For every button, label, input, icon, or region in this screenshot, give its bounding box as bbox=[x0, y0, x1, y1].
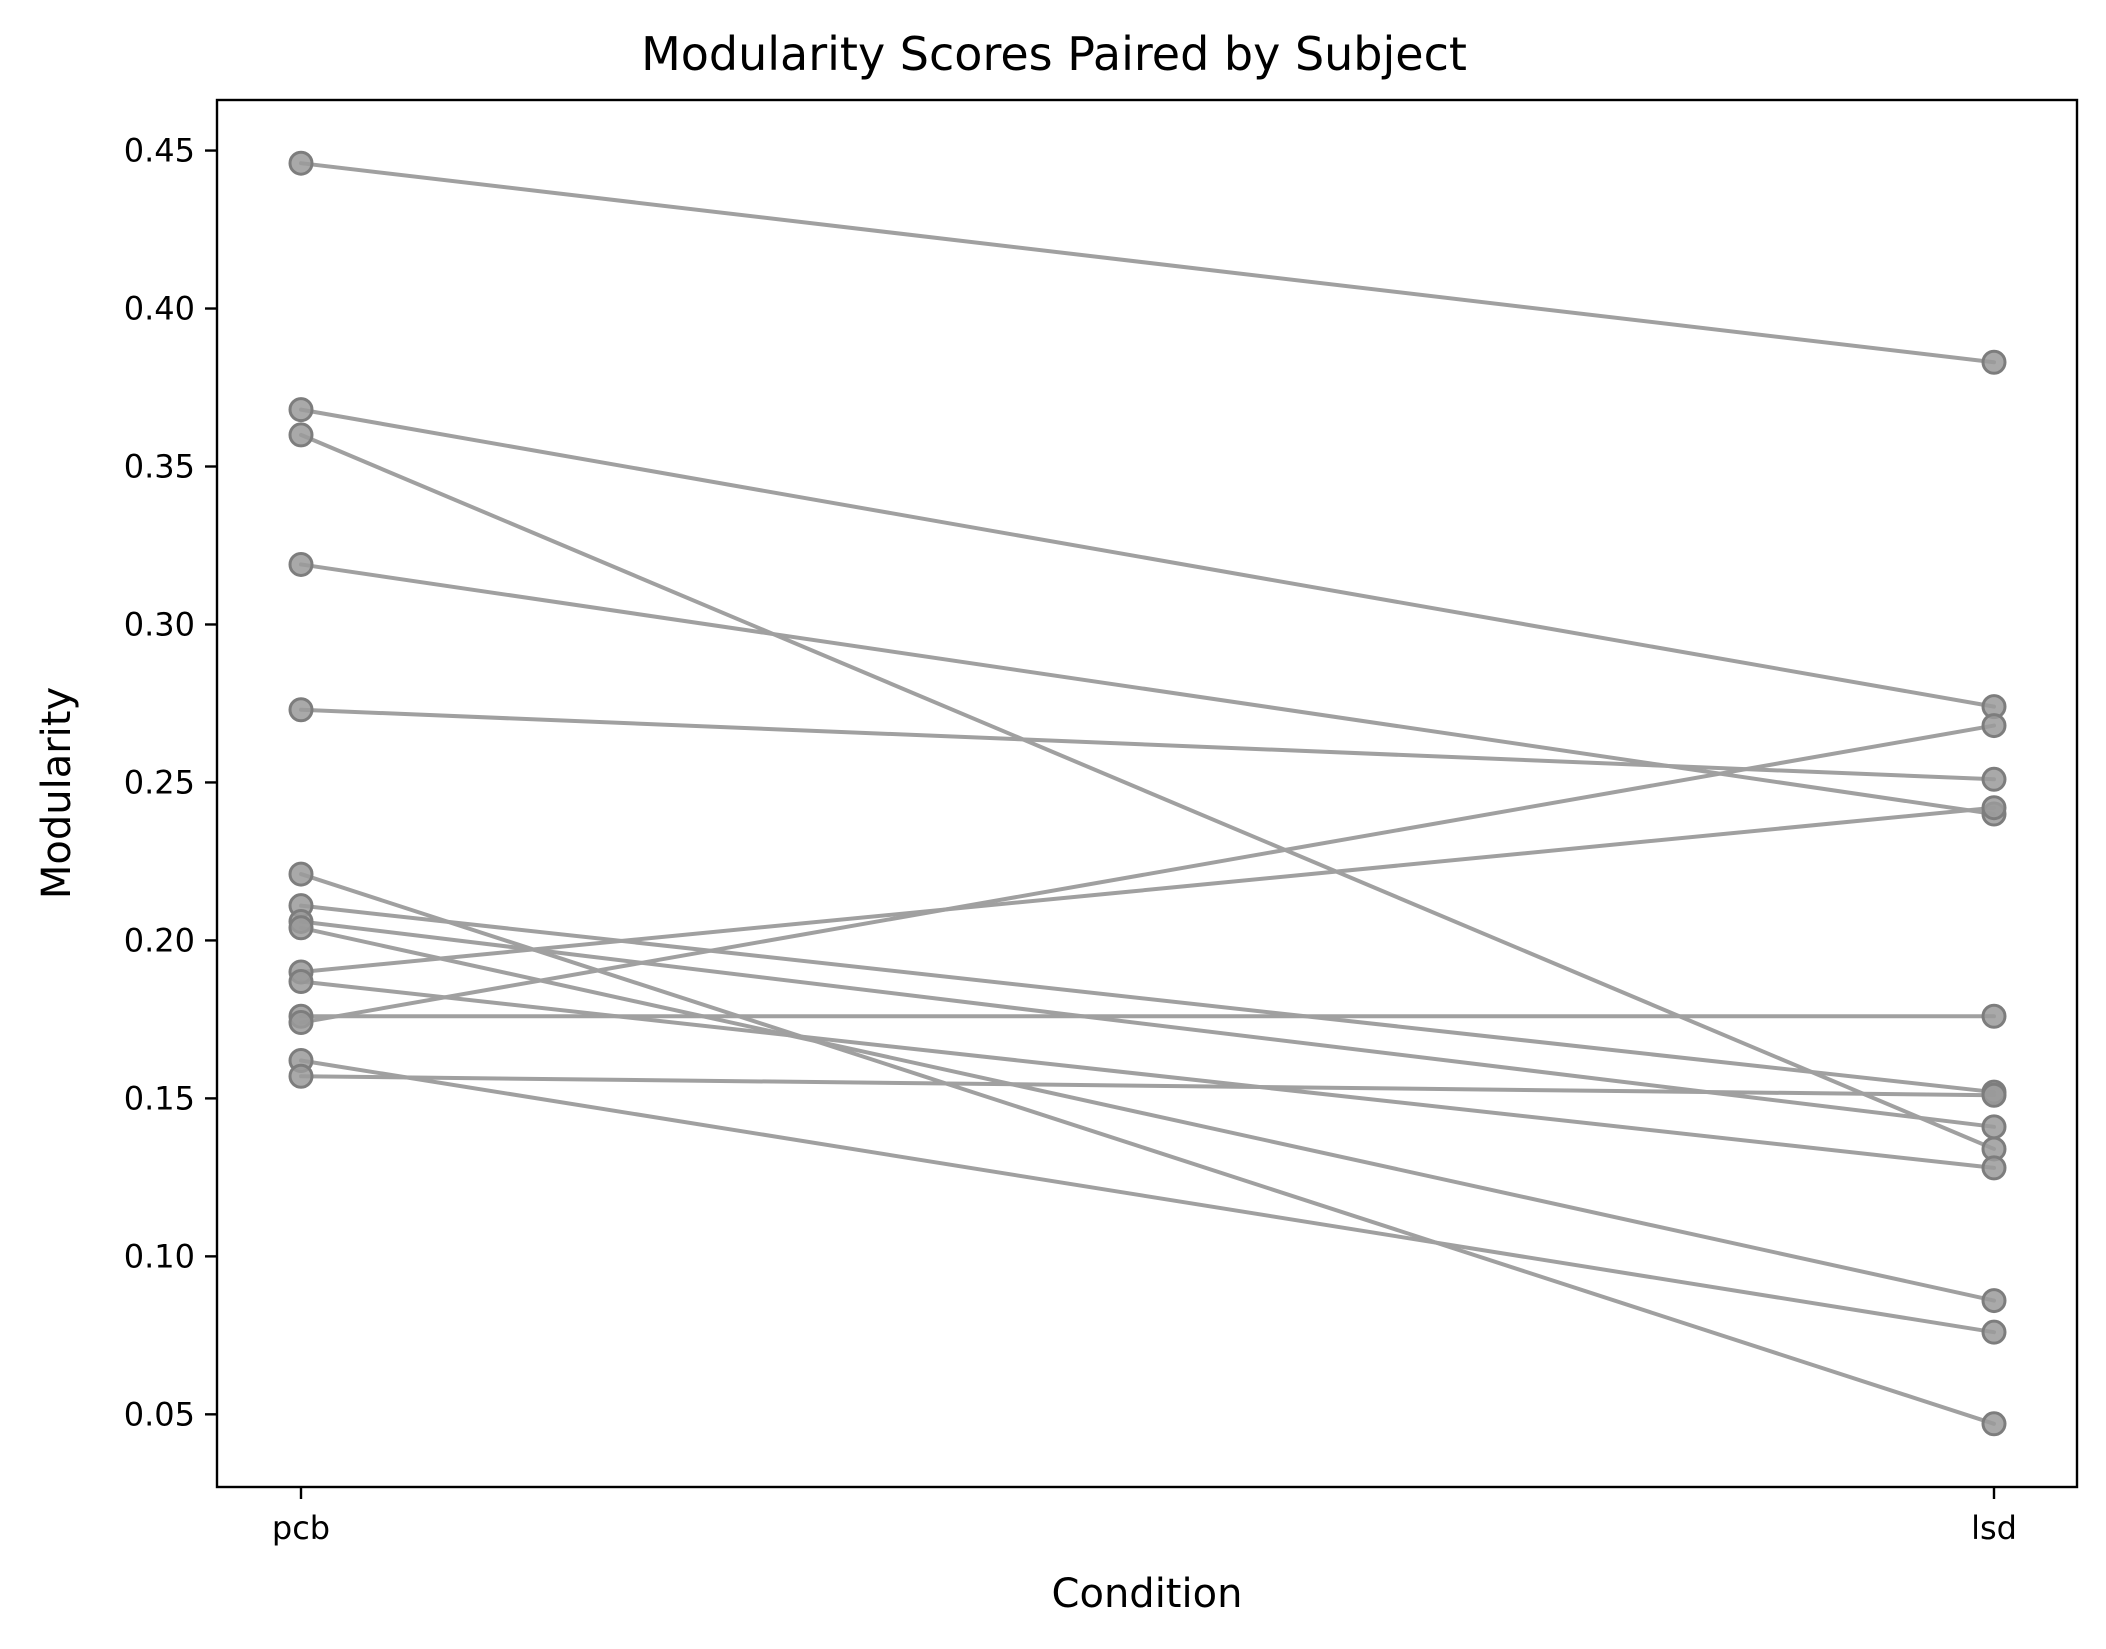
plot-frame bbox=[215, 98, 2079, 1489]
y-tick-label: 0.15 bbox=[124, 1079, 195, 1117]
point-lsd-5 bbox=[1981, 766, 2007, 792]
point-pcb-5 bbox=[288, 697, 314, 723]
subject-line-1 bbox=[299, 161, 1996, 365]
y-tick-label: 0.45 bbox=[124, 132, 195, 170]
y-tick-label: 0.35 bbox=[124, 447, 195, 485]
subject-line-9 bbox=[299, 925, 1996, 1303]
x-tick-label-lsd: lsd bbox=[1971, 1509, 2017, 1547]
point-pcb-13 bbox=[288, 1010, 314, 1036]
subject-line-5 bbox=[299, 707, 1996, 782]
y-axis: 0.05 0.10 0.15 0.20 0.25 0.30 0.35 0.40 0.45 bbox=[124, 132, 217, 1433]
y-tick-label: 0.20 bbox=[124, 921, 195, 959]
point-lsd-14 bbox=[1981, 1319, 2007, 1345]
point-lsd-13 bbox=[1981, 713, 2007, 739]
subject-line-6 bbox=[299, 872, 1996, 1426]
y-axis-label: Modularity bbox=[34, 687, 80, 899]
point-pcb-4 bbox=[288, 551, 314, 577]
point-pcb-2 bbox=[288, 397, 314, 423]
series-layer bbox=[299, 161, 1996, 1426]
subject-line-15 bbox=[299, 1074, 1996, 1098]
marker-layer bbox=[288, 150, 2007, 1437]
subject-line-14 bbox=[299, 1058, 1996, 1335]
x-axis: pcb lsd bbox=[272, 1487, 2017, 1547]
point-pcb-15 bbox=[288, 1063, 314, 1089]
y-tick-label: 0.05 bbox=[124, 1395, 195, 1433]
y-tick-label: 0.30 bbox=[124, 605, 195, 643]
point-lsd-9 bbox=[1981, 1288, 2007, 1314]
subject-line-7 bbox=[299, 903, 1996, 1095]
point-pcb-3 bbox=[288, 422, 314, 448]
subject-line-2 bbox=[299, 407, 1996, 709]
subject-line-13 bbox=[299, 723, 1996, 1025]
point-lsd-12 bbox=[1981, 1003, 2007, 1029]
subject-line-3 bbox=[299, 432, 1996, 1151]
point-pcb-6 bbox=[288, 861, 314, 887]
y-tick-label: 0.40 bbox=[124, 290, 195, 328]
point-lsd-15 bbox=[1981, 1082, 2007, 1108]
subject-line-11 bbox=[299, 979, 1996, 1170]
subject-line-4 bbox=[299, 562, 1996, 817]
point-pcb-9 bbox=[288, 915, 314, 941]
point-pcb-11 bbox=[288, 968, 314, 994]
subject-line-10 bbox=[299, 805, 1996, 975]
chart-title: Modularity Scores Paired by Subject bbox=[641, 27, 1467, 81]
point-pcb-1 bbox=[288, 150, 314, 176]
point-lsd-6 bbox=[1981, 1411, 2007, 1437]
point-lsd-11 bbox=[1981, 1155, 2007, 1181]
y-tick-label: 0.25 bbox=[124, 763, 195, 801]
point-lsd-1 bbox=[1981, 349, 2007, 375]
x-tick-label-pcb: pcb bbox=[272, 1509, 330, 1547]
x-axis-label: Condition bbox=[1052, 1571, 1243, 1617]
point-lsd-10 bbox=[1981, 795, 2007, 821]
point-lsd-8 bbox=[1981, 1114, 2007, 1140]
y-tick-label: 0.10 bbox=[124, 1237, 195, 1275]
